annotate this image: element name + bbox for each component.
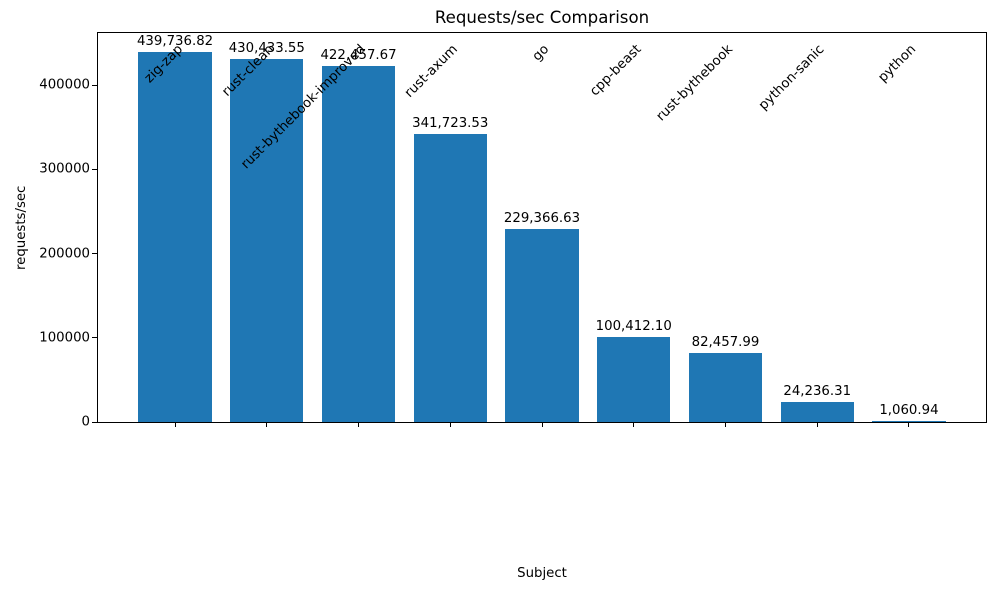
x-tick-label: python	[876, 42, 920, 86]
bar-value-label: 422,457.67	[320, 48, 397, 64]
y-tick-label: 400000	[39, 77, 90, 93]
x-tick-mark	[633, 422, 635, 427]
y-tick-mark	[92, 84, 97, 86]
y-tick-label: 200000	[39, 246, 90, 261]
y-tick-mark	[92, 253, 97, 255]
bar	[321, 66, 396, 422]
x-tick-mark	[174, 422, 176, 427]
x-tick-label: python-sanic	[756, 42, 828, 114]
bar-value-label: 24,236.31	[783, 383, 852, 399]
bar	[413, 134, 487, 422]
bar	[597, 337, 671, 422]
x-tick-mark	[266, 422, 268, 427]
bar-value-label: 439,736.82	[136, 33, 214, 49]
bar-value-label: 229,366.63	[503, 210, 581, 226]
y-tick-label: 100000	[39, 330, 90, 346]
plot-area: 439,736.82 zig-zap 430,433.55 rust-clean 422…	[39, 32, 987, 430]
y-tick-label: 0	[81, 414, 90, 430]
x-tick-mark	[541, 422, 543, 427]
x-tick-mark	[449, 422, 451, 427]
bar	[505, 228, 579, 422]
bar-value-label: 82,457.99	[691, 334, 760, 350]
x-tick-mark	[724, 422, 726, 427]
x-axis-label: Subject	[517, 566, 567, 581]
bar	[780, 401, 854, 422]
y-tick-mark	[92, 421, 97, 423]
x-tick-label: go	[530, 42, 553, 65]
y-tick-mark	[92, 337, 97, 339]
x-tick-mark	[816, 422, 818, 427]
x-tick-label: rust-bythebook	[653, 42, 737, 125]
bar	[688, 352, 763, 422]
y-axis-label: requests/sec	[14, 185, 29, 270]
bar	[138, 51, 212, 422]
bar	[230, 59, 304, 422]
x-tick-label: cpp-beast	[587, 42, 645, 100]
x-tick-mark	[908, 422, 910, 427]
y-tick-mark	[92, 168, 97, 170]
x-tick-mark	[358, 422, 360, 427]
bar	[872, 421, 946, 422]
y-tick-label: 300000	[39, 161, 90, 177]
bar-value-label: 341,723.53	[412, 116, 489, 132]
bar-value-label: 1,060.94	[879, 403, 939, 419]
chart-title: Requests/sec Comparison	[434, 8, 650, 27]
x-tick-label: rust-axum	[402, 42, 461, 101]
bar-value-label: 100,412.10	[595, 319, 672, 335]
bar-value-label: 430,433.55	[228, 41, 305, 57]
